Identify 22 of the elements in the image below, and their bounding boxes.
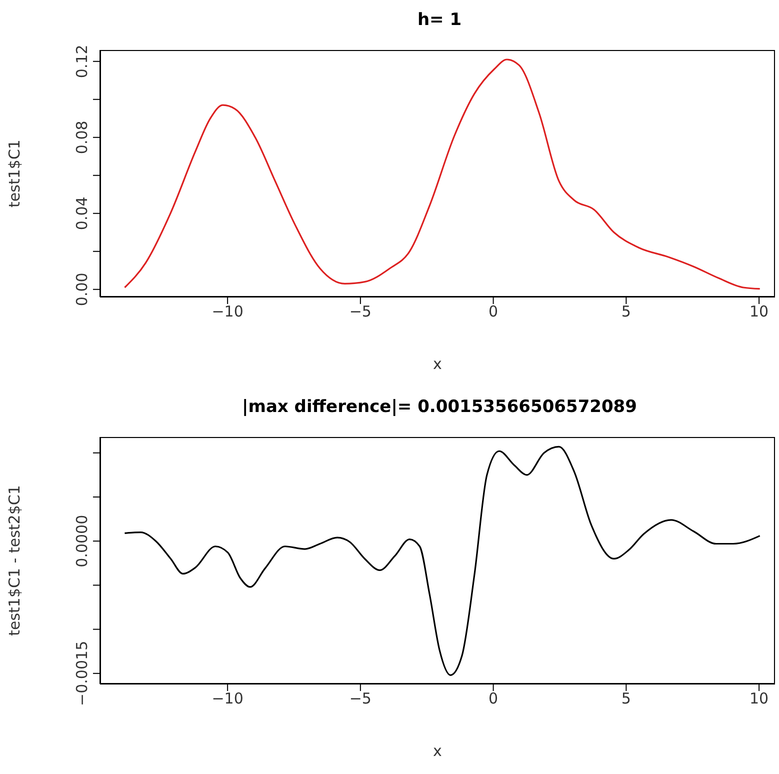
- x-tick-label: −10: [212, 302, 244, 321]
- x-tick-label: 10: [750, 690, 769, 708]
- x-axis-title: x: [433, 742, 442, 760]
- y-axis-title: test1$C1: [5, 140, 24, 208]
- y-tick-label: 0.12: [73, 44, 91, 78]
- y-tick-label: 0.04: [73, 196, 91, 230]
- x-tick-label: 5: [621, 690, 631, 708]
- x-tick-label: 5: [621, 302, 631, 321]
- x-tick-label: −10: [212, 690, 244, 708]
- y-axis-title: test1$C1 - test2$C1: [5, 485, 24, 636]
- y-tick-label: 0.0000: [73, 514, 91, 568]
- x-tick-label: 0: [488, 690, 498, 708]
- y-tick-label: 0.08: [73, 120, 91, 154]
- x-tick-label: 0: [488, 302, 498, 321]
- x-axis-title: x: [433, 355, 442, 373]
- y-tick-label: 0.00: [73, 272, 91, 306]
- chart-title: |max difference|= 0.00153566506572089: [241, 396, 638, 419]
- x-tick-label: −5: [349, 302, 372, 321]
- x-tick-label: 10: [750, 302, 769, 321]
- y-tick-label: −0.0015: [73, 640, 91, 706]
- chart-title: h= 1: [416, 9, 463, 32]
- x-tick-label: −5: [349, 690, 372, 708]
